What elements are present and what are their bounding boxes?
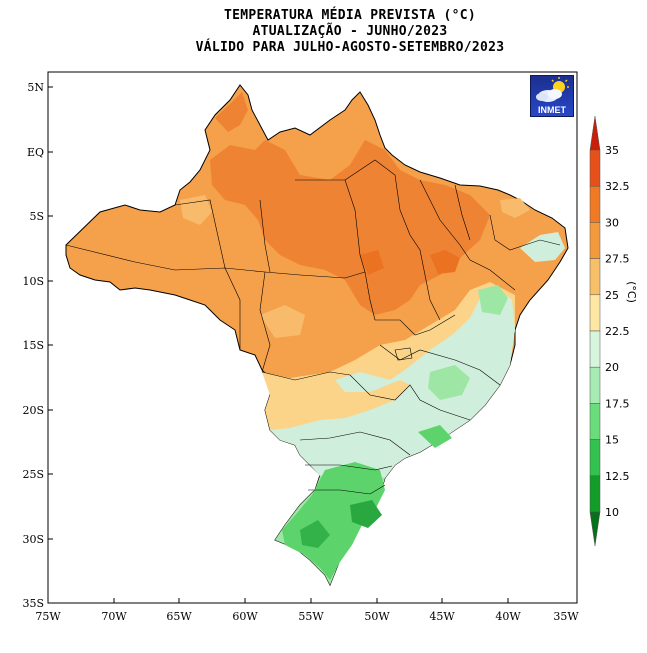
- latitude-axis: [48, 86, 53, 540]
- colorbar-tick-label: 27.5: [605, 253, 630, 266]
- lat-label-35s: 35S: [22, 597, 44, 610]
- longitude-axis: [113, 598, 509, 603]
- green-mid-south: [282, 462, 385, 580]
- brazil-temperature-field: [65, 84, 569, 587]
- green-mid-southeast: [418, 425, 452, 448]
- mint-region-east: [270, 290, 515, 478]
- map-title: TEMPERATURA MÉDIA PREVISTA (°C) ATUALIZA…: [0, 8, 647, 56]
- colorbar-tick-label: 17.5: [605, 397, 630, 410]
- lat-label-15s: 15S: [22, 339, 44, 352]
- colorbar-swatch: [589, 222, 601, 259]
- lon-label-45w: 45W: [429, 610, 455, 623]
- green-dark-rio-grande: [300, 520, 330, 548]
- colorbar-swatch: [589, 439, 601, 477]
- warm-spot-tocantins: [360, 250, 384, 275]
- lon-label-65w: 65W: [166, 610, 192, 623]
- logo-text: INMET: [538, 105, 566, 115]
- mild-spot-west: [180, 195, 212, 225]
- mild-spot-northeast: [500, 198, 530, 218]
- lat-label-5s: 5S: [29, 210, 44, 223]
- warm-spot-northeast: [430, 250, 460, 274]
- warm-region-north: [215, 92, 248, 132]
- colorbar-tick-label: 32.5: [605, 180, 630, 193]
- warm-region-central: [210, 140, 490, 315]
- green-light-bahia: [478, 285, 508, 315]
- lat-label-30s: 30S: [22, 533, 44, 546]
- lon-label-75w: 75W: [35, 610, 61, 623]
- title-line-2: ATUALIZAÇÃO - JUNHO/2023: [252, 24, 448, 39]
- state-borders: [65, 159, 561, 495]
- colorbar-upper-arrow: [589, 115, 601, 151]
- colorbar-swatch: [589, 403, 601, 440]
- colorbar-swatch: [589, 366, 601, 404]
- lon-label-35w: 35W: [553, 610, 579, 623]
- title-line-3: VÁLIDO PARA JULHO-AGOSTO-SETEMBRO/2023: [195, 40, 505, 55]
- mint-region-northeast: [520, 232, 565, 262]
- lon-label-50w: 50W: [364, 610, 390, 623]
- lon-label-55w: 55W: [298, 610, 324, 623]
- title-line-1: TEMPERATURA MÉDIA PREVISTA (°C): [224, 8, 476, 23]
- lat-label-eq: EQ: [27, 146, 44, 159]
- colorbar-swatch: [589, 330, 601, 368]
- colorbar-unit-label: (°C): [625, 281, 638, 303]
- colorbar: 35 32.5 30 27.5 25 22.5 20 17.5 15 12.5 10: [589, 115, 630, 547]
- colorbar-swatch: [589, 258, 601, 296]
- cloud-sun-icon: [536, 77, 569, 102]
- lon-label-70w: 70W: [101, 610, 127, 623]
- colorbar-tick-label: 22.5: [605, 325, 630, 338]
- lat-label-20s: 20S: [22, 404, 44, 417]
- lat-label-10s: 10S: [22, 275, 44, 288]
- lat-label-5n: 5N: [27, 81, 44, 94]
- mild-spot-central: [260, 305, 305, 338]
- colorbar-lower-arrow: [589, 511, 601, 547]
- colorbar-tick-label: 12.5: [605, 470, 630, 483]
- lat-label-25s: 25S: [22, 468, 44, 481]
- colorbar-swatch: [589, 185, 601, 223]
- lon-label-60w: 60W: [232, 610, 258, 623]
- green-light-minas: [428, 365, 470, 400]
- colorbar-swatch: [589, 475, 601, 513]
- lon-label-40w: 40W: [495, 610, 521, 623]
- colorbar-swatch: [589, 149, 601, 187]
- inmet-logo: INMET: [530, 75, 574, 117]
- colorbar-tick-label: 35: [605, 144, 619, 157]
- green-dark-santa-catarina: [350, 500, 382, 528]
- colorbar-tick-label: 30: [605, 216, 619, 229]
- colorbar-tick-label: 15: [605, 434, 619, 447]
- colorbar-swatch: [589, 294, 601, 332]
- colorbar-tick-label: 25: [605, 289, 619, 302]
- colorbar-tick-label: 20: [605, 361, 619, 374]
- colorbar-tick-label: 10: [605, 506, 619, 519]
